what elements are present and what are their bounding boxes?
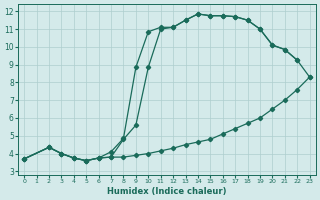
X-axis label: Humidex (Indice chaleur): Humidex (Indice chaleur): [107, 187, 227, 196]
